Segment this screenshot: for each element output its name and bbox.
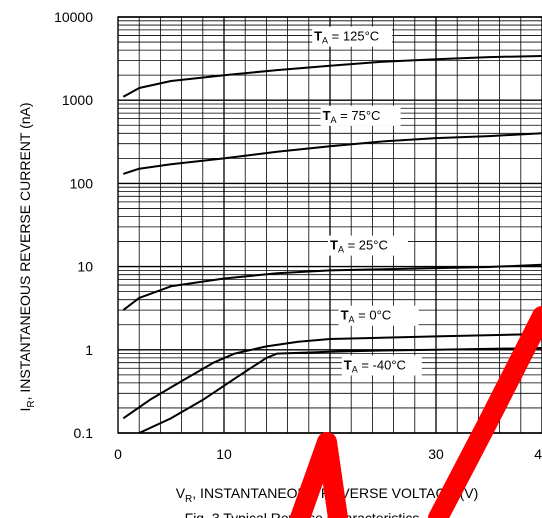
x-axis-title-main: V: [176, 485, 186, 501]
x-tick-label: 0: [114, 446, 122, 462]
series-label: TA = 125°C: [314, 29, 379, 46]
series-line: [122, 263, 542, 311]
series-line: [122, 132, 542, 175]
x-tick-label: 30: [428, 446, 444, 462]
x-axis-title-sub: R: [185, 494, 192, 505]
x-tick-label: 10: [216, 446, 232, 462]
y-tick-label: 10: [77, 259, 93, 275]
y-axis-title-rest: , INSTANTANEOUS REVERSE CURRENT (nA): [17, 102, 33, 400]
series-label-background: [338, 305, 419, 326]
y-axis-title: IR, INSTANTANEOUS REVERSE CURRENT (nA): [17, 102, 37, 411]
series-lines: [122, 55, 542, 434]
series-line: [138, 347, 542, 434]
series-label: TA = -40°C: [344, 357, 406, 374]
series-line: [122, 55, 542, 98]
series-label: TA = 75°C: [323, 108, 381, 125]
series-line: [122, 333, 542, 420]
series-label-background: [320, 105, 401, 126]
series-labels: TA = 125°C TA = 75°C TA = 25°C TA = 0°C TA =…: [312, 26, 422, 376]
watermark-stroke-1: [290, 432, 348, 518]
y-tick-label: 1: [85, 342, 93, 358]
series-label-background: [341, 355, 422, 376]
series-label-background: [328, 235, 408, 256]
y-tick-label: 10000: [54, 9, 93, 25]
series-label: TA = 25°C: [330, 238, 388, 255]
series-label-background: [312, 26, 393, 47]
y-axis-title-main: I: [17, 408, 33, 412]
x-tick-label: 40: [534, 446, 542, 462]
axes: 0.1110100100010000010203040: [54, 9, 542, 462]
watermark-mark: [290, 306, 542, 518]
y-tick-label: 100: [70, 175, 94, 191]
y-axis-title-sub: R: [26, 400, 37, 407]
y-tick-label: 0.1: [74, 425, 94, 441]
y-tick-label: 1000: [62, 92, 93, 108]
series-label: TA = 0°C: [341, 308, 392, 325]
watermark-stroke-2: [428, 306, 542, 518]
